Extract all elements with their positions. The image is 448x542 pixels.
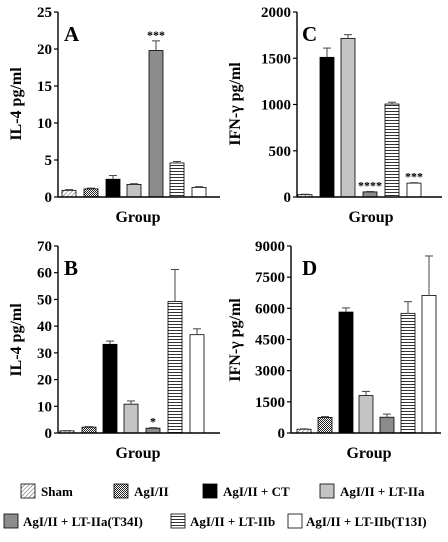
bar (421, 295, 437, 434)
bar (406, 182, 422, 198)
panel-c-letter: C (302, 22, 317, 46)
significance-label: *** (405, 170, 423, 184)
y-tick-label: 20 (37, 42, 52, 58)
bar (61, 189, 77, 198)
bar (83, 188, 99, 198)
y-tick-label: 10 (37, 399, 52, 415)
legend-swatch-agi-ltiib (170, 513, 186, 529)
bar (81, 426, 97, 434)
bar (148, 50, 164, 198)
legend-item-agi-ltiib: AgI/II + LT-IIb (170, 513, 275, 529)
legend-label-agi: AgI/II (134, 484, 169, 499)
bar (338, 311, 354, 434)
y-tick-label: 15 (37, 79, 52, 95)
legend-swatch-agi (113, 483, 129, 499)
y-tick-label: 20 (37, 373, 52, 389)
y-tick-label: 2000 (261, 5, 291, 21)
significance-label: **** (358, 178, 382, 192)
panel-a-ylabel: IL-4 pg/ml (8, 67, 25, 141)
bar (189, 334, 205, 434)
panel-b-plot: 0 10 20 30 40 50 60 70 * (37, 239, 220, 442)
legend-item-agi-ct: AgI/II + CT (202, 483, 290, 499)
legend-item-agi-ltiia: AgI/II + LT-IIa (319, 483, 425, 499)
y-tick-label: 4500 (255, 333, 285, 349)
bar (317, 417, 333, 434)
bar (169, 162, 185, 198)
legend-swatch-agi-ct (202, 483, 218, 499)
panel-a-xlabel: Group (115, 209, 160, 226)
panel-b-letter: B (64, 256, 78, 280)
y-tick-label: 0 (284, 190, 292, 206)
legend-label-agi-ct: AgI/II + CT (223, 484, 290, 499)
legend-label-sham: Sham (41, 484, 73, 499)
legend-item-agi: AgI/II (113, 483, 169, 499)
legend-swatch-agi-ltiia (319, 483, 335, 499)
y-tick-label: 40 (37, 319, 52, 335)
bar (145, 427, 161, 434)
bar (167, 301, 183, 434)
legend-swatch-sham (20, 483, 36, 499)
bar (191, 186, 207, 198)
panel-b: 0 10 20 30 40 50 60 70 * B IL-4 pg/ml Group (8, 239, 220, 462)
legend: Sham AgI/II AgI/II + CT AgI/II + LT-IIa … (3, 483, 427, 529)
legend-item-agi-ltiia-t34i: AgI/II + LT-IIa(T34I) (3, 513, 143, 529)
panel-d-letter: D (302, 256, 317, 280)
y-tick-label: 0 (45, 190, 53, 206)
y-tick-label: 1500 (261, 51, 291, 67)
panel-b-ylabel: IL-4 pg/ml (8, 303, 25, 377)
significance-label: * (150, 415, 156, 429)
y-tick-label: 30 (37, 346, 52, 362)
legend-swatch-agi-ltiia-t34i (3, 513, 19, 529)
bar (340, 37, 356, 198)
legend-item-sham: Sham (20, 483, 73, 499)
panel-b-xlabel: Group (115, 445, 160, 462)
bar (358, 395, 374, 434)
legend-label-agi-ltiib: AgI/II + LT-IIb (190, 514, 275, 529)
bar (123, 403, 139, 434)
y-tick-label: 1000 (261, 98, 291, 114)
bar (319, 56, 335, 198)
y-tick-label: 60 (37, 266, 52, 282)
panel-d-xlabel: Group (346, 445, 391, 462)
panel-d-ylabel: IFN-γ pg/ml (227, 298, 244, 382)
legend-label-agi-ltiia: AgI/II + LT-IIa (340, 484, 425, 499)
y-tick-label: 6000 (255, 301, 285, 317)
y-tick-label: 10 (37, 116, 52, 132)
y-tick-label: 70 (37, 239, 52, 255)
bar (102, 343, 118, 434)
y-tick-label: 7500 (255, 270, 285, 286)
panel-a: 0 5 10 15 20 25 *** A IL-4 pg/ml Group (8, 5, 220, 226)
panel-d-plot: 0 1500 3000 4500 6000 7500 9000 (255, 239, 441, 442)
y-tick-label: 25 (37, 5, 52, 21)
legend-label-agi-ltiib-t13i: AgI/II + LT-IIb(T13I) (306, 514, 427, 529)
y-tick-label: 50 (37, 292, 52, 308)
bar (126, 184, 142, 198)
legend-item-agi-ltiib-t13i: AgI/II + LT-IIb(T13I) (287, 513, 427, 529)
y-tick-label: 500 (269, 144, 292, 160)
bar (362, 191, 378, 198)
panel-c-xlabel: Group (348, 209, 393, 226)
y-tick-label: 3000 (255, 364, 285, 380)
panel-a-letter: A (64, 22, 80, 46)
y-tick-label: 1500 (255, 395, 285, 411)
y-tick-label: 0 (45, 426, 53, 442)
bar (379, 416, 395, 434)
y-tick-label: 5 (45, 153, 53, 169)
y-tick-label: 0 (278, 426, 286, 442)
significance-label: *** (147, 28, 165, 42)
legend-swatch-agi-ltiib-t13i (287, 513, 303, 529)
panel-a-plot: 0 5 10 15 20 25 *** (37, 5, 220, 206)
legend-label-agi-ltiia-t34i: AgI/II + LT-IIa(T34I) (23, 514, 143, 529)
bar (400, 312, 416, 434)
y-tick-label: 9000 (255, 239, 285, 255)
bar (384, 103, 400, 198)
panel-c-ylabel: IFN-γ pg/ml (227, 62, 244, 146)
bar (105, 178, 121, 198)
